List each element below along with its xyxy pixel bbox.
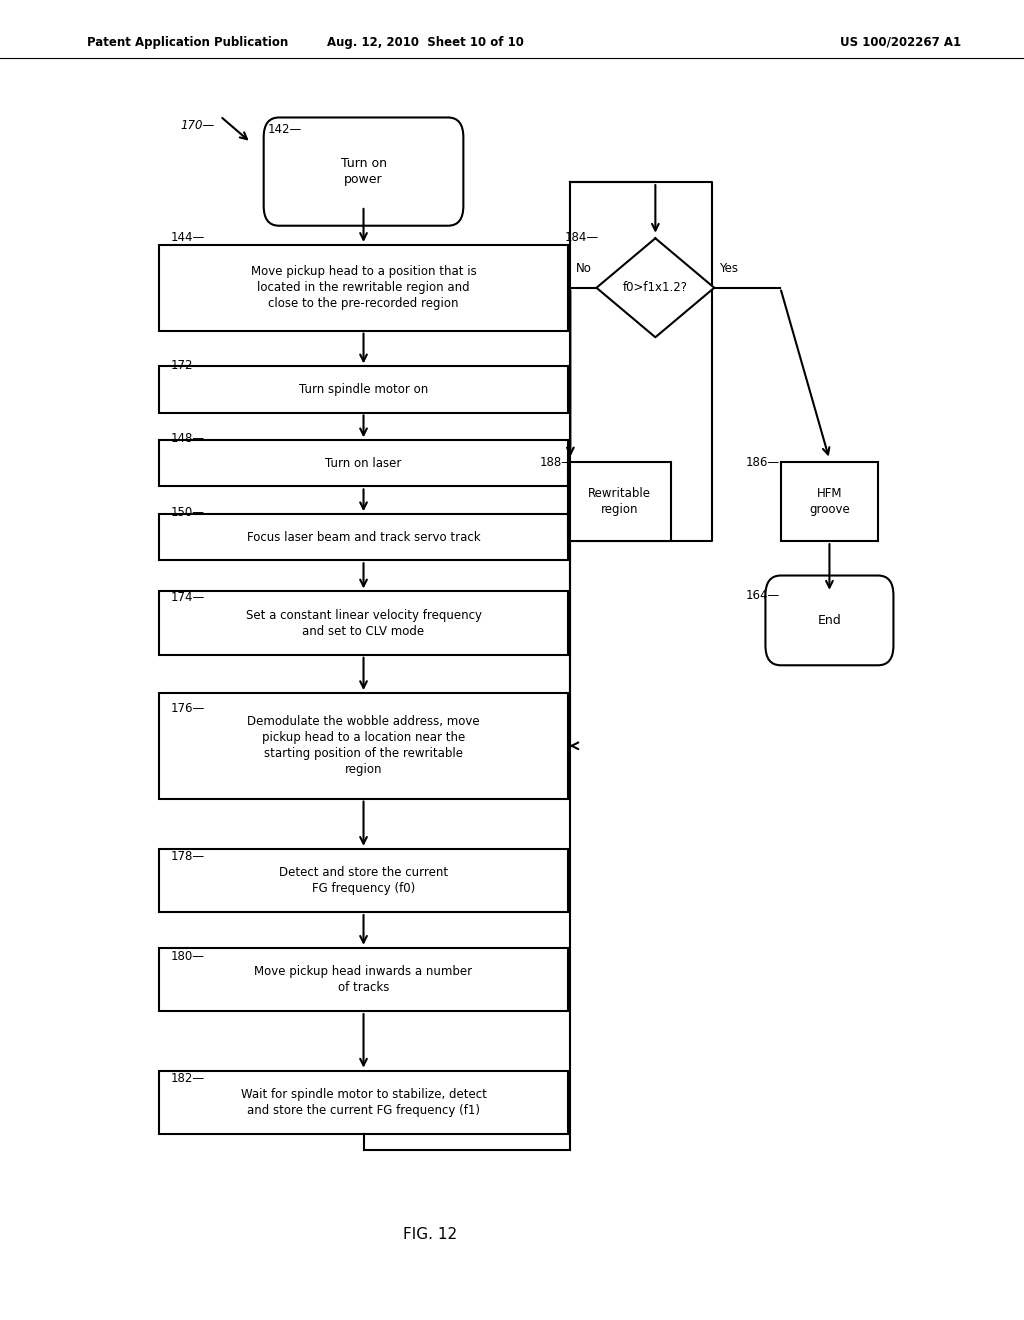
FancyBboxPatch shape — [263, 117, 463, 226]
Text: 178—: 178— — [171, 850, 205, 863]
Polygon shape — [596, 238, 715, 337]
Text: 150—: 150— — [171, 506, 205, 519]
Text: 172—: 172— — [171, 359, 205, 372]
Text: Set a constant linear velocity frequency
and set to CLV mode: Set a constant linear velocity frequency… — [246, 609, 481, 638]
FancyBboxPatch shape — [159, 513, 568, 560]
Text: 144—: 144— — [171, 231, 205, 244]
Text: No: No — [575, 261, 592, 275]
FancyBboxPatch shape — [159, 244, 568, 330]
Text: HFM
groove: HFM groove — [809, 487, 850, 516]
Text: 142—: 142— — [268, 123, 302, 136]
FancyBboxPatch shape — [766, 576, 893, 665]
Text: Move pickup head to a position that is
located in the rewritable region and
clos: Move pickup head to a position that is l… — [251, 265, 476, 310]
Text: Yes: Yes — [719, 261, 738, 275]
Text: Patent Application Publication: Patent Application Publication — [87, 36, 289, 49]
FancyBboxPatch shape — [159, 849, 568, 912]
FancyBboxPatch shape — [159, 591, 568, 655]
FancyBboxPatch shape — [568, 462, 671, 541]
FancyBboxPatch shape — [159, 948, 568, 1011]
Text: Demodulate the wobble address, move
pickup head to a location near the
starting : Demodulate the wobble address, move pick… — [247, 715, 480, 776]
Text: FIG. 12: FIG. 12 — [403, 1226, 457, 1242]
Text: Wait for spindle motor to stabilize, detect
and store the current FG frequency (: Wait for spindle motor to stabilize, det… — [241, 1088, 486, 1117]
Text: 182—: 182— — [171, 1072, 205, 1085]
FancyBboxPatch shape — [159, 693, 568, 799]
Text: 174—: 174— — [171, 591, 205, 605]
Text: 188—: 188— — [540, 455, 573, 469]
Text: 164—: 164— — [746, 589, 780, 602]
Text: Aug. 12, 2010  Sheet 10 of 10: Aug. 12, 2010 Sheet 10 of 10 — [327, 36, 523, 49]
Text: 148—: 148— — [171, 432, 205, 445]
Text: End: End — [817, 614, 842, 627]
FancyBboxPatch shape — [159, 440, 568, 486]
Text: Detect and store the current
FG frequency (f0): Detect and store the current FG frequenc… — [279, 866, 449, 895]
Text: US 100/202267 A1: US 100/202267 A1 — [840, 36, 961, 49]
Text: Turn on
power: Turn on power — [341, 157, 386, 186]
Text: Focus laser beam and track servo track: Focus laser beam and track servo track — [247, 531, 480, 544]
Text: 180—: 180— — [171, 950, 205, 964]
Text: Turn on laser: Turn on laser — [326, 457, 401, 470]
FancyBboxPatch shape — [781, 462, 879, 541]
Text: Move pickup head inwards a number
of tracks: Move pickup head inwards a number of tra… — [254, 965, 473, 994]
Text: Rewritable
region: Rewritable region — [588, 487, 651, 516]
Text: Turn spindle motor on: Turn spindle motor on — [299, 383, 428, 396]
FancyBboxPatch shape — [159, 366, 568, 412]
Text: 186—: 186— — [746, 455, 780, 469]
Text: 170—: 170— — [181, 119, 215, 132]
FancyBboxPatch shape — [159, 1071, 568, 1134]
Text: 184—: 184— — [565, 231, 599, 244]
Text: 176—: 176— — [171, 702, 205, 715]
Text: f0>f1x1.2?: f0>f1x1.2? — [623, 281, 688, 294]
